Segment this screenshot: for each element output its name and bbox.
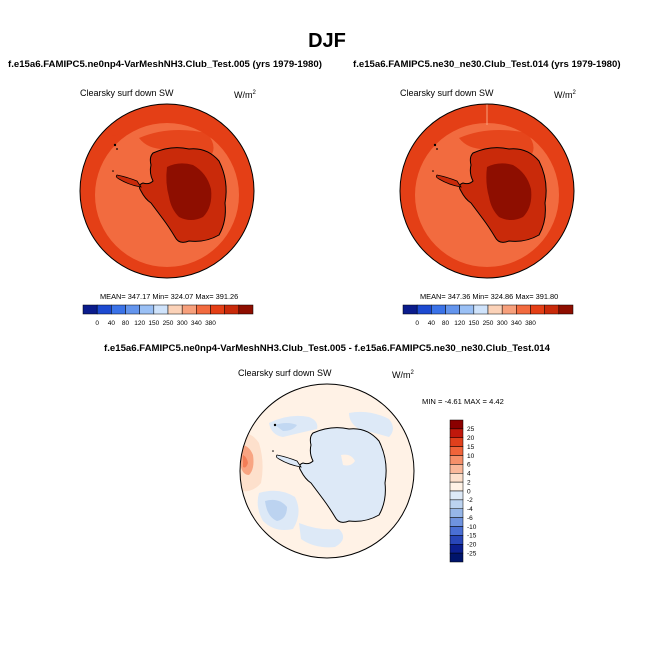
antarctica-land [298, 427, 387, 523]
colorbar-swatch [516, 304, 531, 315]
colorbar-swatch [473, 304, 489, 315]
colorbar-swatch [449, 464, 464, 474]
colorbar-tick-label: 380 [205, 320, 216, 327]
colorbar-swatch [544, 304, 560, 315]
diff-panel-map [239, 383, 415, 559]
colorbar-swatch [449, 517, 464, 527]
colorbar-swatch [416, 304, 432, 315]
colorbar-tick-label: -10 [467, 524, 477, 531]
colorbar-tick-label: 6 [467, 462, 471, 469]
colorbar-tick-label: 0 [95, 320, 99, 327]
colorbar-swatch [449, 544, 464, 554]
colorbar-tick-label: 40 [428, 320, 436, 327]
colorbar-tick-label: 250 [163, 320, 174, 327]
antarctic-peninsula [115, 174, 142, 188]
colorbar-tick-label: 340 [191, 320, 202, 327]
colorbar-swatch [167, 304, 183, 315]
diff-panel-title: f.e15a6.FAMIPC5.ne0np4-VarMeshNH3.Club_T… [104, 343, 550, 354]
colorbar-swatch [449, 446, 464, 456]
colorbar-swatch [224, 304, 240, 315]
colorbar-tick-label: 300 [497, 320, 508, 327]
colorbar-swatch [82, 304, 98, 315]
colorbar-tick-label: 120 [454, 320, 465, 327]
colorbar-swatch [449, 552, 464, 563]
colorbar-swatch [181, 304, 197, 315]
antarctic-peninsula [275, 454, 302, 468]
antarctica-plateau [166, 163, 212, 220]
colorbar-tick-label: 300 [177, 320, 188, 327]
colorbar-swatch [449, 437, 464, 447]
colorbar-tick-label: 0 [415, 320, 419, 327]
colorbar-swatch [449, 508, 464, 518]
colorbar-swatch [196, 304, 211, 315]
diff-panel-units: W/m2 [392, 370, 414, 380]
colorbar-swatch [449, 481, 464, 492]
colorbar-swatch [487, 304, 503, 315]
colorbar-swatch [449, 419, 464, 430]
colorbar-swatch [459, 304, 475, 315]
colorbar-tick-label: 10 [467, 453, 475, 460]
colorbar-swatch [111, 304, 126, 315]
colorbar-swatch [153, 304, 169, 315]
colorbar-tick-label: 150 [148, 320, 159, 327]
panel-1-variable: Clearsky surf down SW [80, 88, 174, 98]
colorbar-swatch [530, 304, 545, 315]
panel-2-title: f.e15a6.FAMIPC5.ne30_ne30.Club_Test.014 … [353, 59, 621, 70]
colorbar-swatch [431, 304, 446, 315]
colorbar-tick-label: 80 [442, 320, 450, 327]
panel-1-units: W/m2 [234, 90, 256, 100]
colorbar-swatch [139, 304, 155, 315]
colorbar-tick-label: 40 [108, 320, 116, 327]
figure-title: DJF [308, 30, 346, 52]
diff-panel-minmax: MIN = -4.61 MAX = 4.42 [422, 397, 504, 406]
colorbar-tick-label: 80 [122, 320, 130, 327]
colorbar-swatch [449, 455, 464, 465]
colorbar-swatch [445, 304, 460, 315]
colorbar-swatch [238, 304, 254, 315]
colorbar-swatch [449, 428, 464, 438]
colorbar-tick-label: -20 [467, 542, 477, 549]
colorbar-tick-label: 20 [467, 435, 475, 442]
colorbar-swatch [449, 490, 464, 501]
panel-1-colorbar: 0 40 80 120 150 250 300 340 380 [82, 304, 254, 327]
antarctica-plateau [486, 163, 532, 220]
colorbar-swatch [449, 526, 464, 536]
colorbar-tick-label: 25 [467, 426, 475, 433]
colorbar-tick-label: 2 [467, 479, 471, 486]
colorbar-tick-label: 380 [525, 320, 536, 327]
colorbar-swatch [125, 304, 140, 315]
colorbar-tick-label: 15 [467, 444, 475, 451]
colorbar-tick-label: 340 [511, 320, 522, 327]
colorbar-tick-label: -6 [467, 515, 473, 522]
panel-1-title: f.e15a6.FAMIPC5.ne0np4-VarMeshNH3.Club_T… [8, 59, 322, 70]
colorbar-swatch [96, 304, 112, 315]
panel-1-stats: MEAN= 347.17 Min= 324.07 Max= 391.26 [100, 292, 239, 301]
colorbar-swatch [558, 304, 574, 315]
antarctic-peninsula [435, 174, 462, 188]
colorbar-swatch [501, 304, 517, 315]
colorbar-swatch [449, 473, 464, 483]
colorbar-tick-label: 150 [468, 320, 479, 327]
colorbar-tick-label: 250 [483, 320, 494, 327]
diff-panel-variable: Clearsky surf down SW [238, 368, 332, 378]
panel-1-map [79, 103, 255, 279]
panel-2-map [399, 103, 575, 279]
panel-2-colorbar: 0 40 80 120 150 250 300 340 380 [402, 304, 574, 327]
colorbar-tick-label: -4 [467, 506, 473, 513]
colorbar-swatch [402, 304, 418, 315]
colorbar-tick-label: 120 [134, 320, 145, 327]
panel-2-stats: MEAN= 347.36 Min= 324.86 Max= 391.80 [420, 292, 559, 301]
colorbar-swatch [210, 304, 225, 315]
colorbar-tick-label: 0 [467, 488, 471, 495]
colorbar-tick-label: -15 [467, 533, 477, 540]
colorbar-swatch [449, 535, 464, 545]
colorbar-tick-label: 4 [467, 471, 471, 478]
colorbar-swatch [449, 499, 464, 509]
panel-2-units: W/m2 [554, 90, 576, 100]
panel-2-variable: Clearsky surf down SW [400, 88, 494, 98]
colorbar-tick-label: -2 [467, 497, 473, 504]
colorbar-tick-label: -25 [467, 550, 477, 557]
